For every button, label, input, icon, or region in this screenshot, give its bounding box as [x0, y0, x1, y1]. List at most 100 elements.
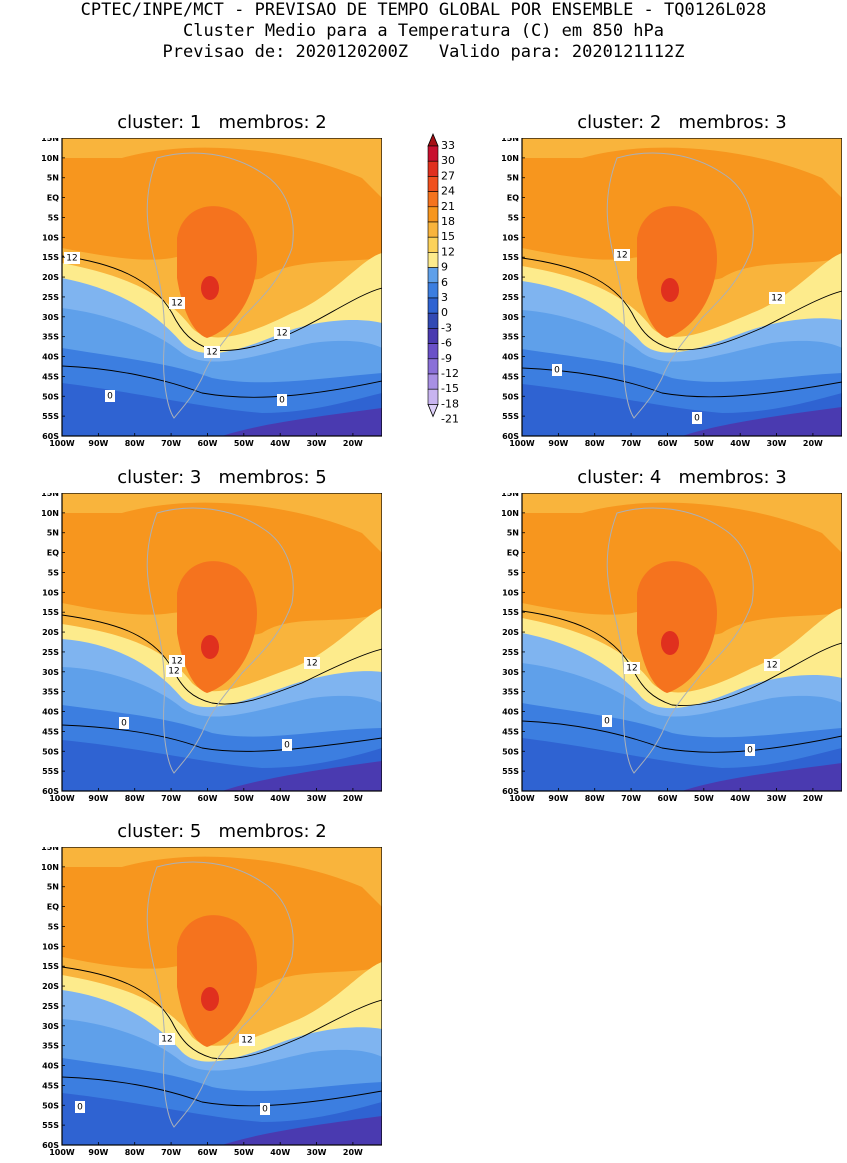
lon-tick-label: 20W	[343, 794, 363, 803]
lon-tick-label: 50W	[694, 794, 714, 803]
lat-tick-label: 60S	[502, 787, 519, 796]
contour-label: 12	[276, 329, 287, 339]
colorbar-label: 9	[441, 261, 448, 274]
lat-tick-label: 55S	[502, 412, 519, 421]
colorbar-segment	[427, 176, 439, 192]
continent-outline	[606, 152, 754, 419]
lat-tick-label: 5S	[48, 568, 60, 577]
lon-tick-label: 40W	[270, 439, 290, 448]
colorbar-top-arrow	[427, 132, 439, 147]
lon-tick-label: 100W	[509, 439, 535, 448]
panel-4-title: cluster: 4 membros: 3	[577, 467, 787, 488]
lat-tick-label: 10S	[42, 588, 59, 597]
lat-tick-label: 20S	[42, 273, 59, 282]
map-frame	[521, 493, 842, 792]
lon-tick-label: 100W	[509, 794, 535, 803]
continent-outline	[146, 507, 294, 774]
colorbar-segment	[427, 252, 439, 268]
colorbar-segment	[427, 267, 439, 284]
contour-label: 0	[694, 414, 700, 424]
contour-label: 12	[306, 659, 317, 669]
lat-tick-label: 5N	[47, 174, 59, 183]
colorbar-segment	[427, 282, 439, 299]
panel-1-title: cluster: 1 membros: 2	[117, 112, 327, 133]
lat-tick-label: 45S	[502, 727, 519, 736]
lat-tick-label: 50S	[502, 747, 519, 756]
continent-outline	[606, 507, 754, 774]
lon-tick-label: 60W	[197, 1148, 217, 1157]
contour-label: 0	[77, 1103, 83, 1113]
contour-12	[62, 966, 382, 1060]
header-line-3: Previsao de: 2020120200Z Valido para: 20…	[162, 42, 685, 62]
colorbar-segment	[427, 297, 439, 314]
purple-band	[682, 763, 842, 791]
colorbar-label: 6	[441, 276, 448, 289]
lat-tick-label: 30S	[42, 313, 59, 322]
lon-tick-label: 20W	[803, 439, 823, 448]
lat-tick-label: 20S	[502, 273, 519, 282]
lat-tick-label: 60S	[42, 432, 59, 441]
lon-tick-label: 80W	[125, 1148, 145, 1157]
lat-tick-label: 35S	[42, 1042, 59, 1051]
lon-tick-label: 40W	[730, 439, 750, 448]
lon-tick-label: 80W	[125, 439, 145, 448]
lat-tick-label: 5N	[507, 529, 519, 538]
lat-tick-label: 15S	[502, 608, 519, 617]
lon-tick-label: 70W	[621, 794, 641, 803]
colorbar-segment	[427, 236, 439, 253]
lon-tick-label: 30W	[307, 1148, 327, 1157]
lon-tick-label: 40W	[270, 794, 290, 803]
colorbar-segment	[427, 312, 439, 329]
colorbar-segment	[427, 373, 439, 390]
colorbar-label: 18	[441, 215, 455, 228]
colorbar-label: -12	[441, 367, 459, 380]
contour-label: 12	[206, 348, 217, 358]
lon-tick-label: 70W	[621, 439, 641, 448]
contour-label: 0	[284, 741, 290, 751]
lat-tick-label: 35S	[502, 688, 519, 697]
contour-label: 12	[766, 661, 777, 671]
lon-tick-label: 60W	[197, 439, 217, 448]
panel-3-title: cluster: 3 membros: 5	[117, 467, 327, 488]
contour-label: 12	[66, 254, 77, 264]
colorbar-label: 3	[441, 291, 448, 304]
colorbar-segment	[427, 160, 439, 177]
contour-label: 12	[168, 667, 179, 677]
contour-label: 12	[161, 1035, 172, 1045]
lat-tick-label: 15S	[502, 253, 519, 262]
lon-tick-label: 70W	[161, 1148, 181, 1157]
lon-tick-label: 70W	[161, 794, 181, 803]
lat-tick-label: 50S	[42, 392, 59, 401]
lat-tick-label: 10S	[502, 233, 519, 242]
lat-tick-label: EQ	[47, 903, 59, 912]
lat-tick-label: 25S	[42, 648, 59, 657]
lon-tick-label: 100W	[49, 1148, 75, 1157]
contour-0	[522, 720, 842, 753]
lat-tick-label: 60S	[502, 432, 519, 441]
lon-tick-label: 60W	[657, 794, 677, 803]
lat-tick-label: 55S	[42, 1121, 59, 1130]
lat-tick-label: 25S	[502, 648, 519, 657]
lon-tick-label: 80W	[585, 794, 605, 803]
colorbar-label: -3	[441, 321, 452, 334]
lat-tick-label: 15N	[41, 493, 59, 498]
lon-tick-label: 40W	[270, 1148, 290, 1157]
lon-tick-label: 100W	[49, 794, 75, 803]
lon-tick-label: 70W	[161, 439, 181, 448]
colorbar-label: -21	[441, 413, 459, 426]
lat-tick-label: 10S	[502, 588, 519, 597]
contour-12	[522, 257, 842, 351]
lat-tick-label: 15N	[41, 847, 59, 852]
warm-core	[177, 915, 257, 1047]
lon-tick-label: 20W	[343, 1148, 363, 1157]
lat-tick-label: 10N	[41, 509, 59, 518]
lat-tick-label: 40S	[42, 708, 59, 717]
contour-label: 0	[604, 717, 610, 727]
lon-tick-label: 50W	[694, 439, 714, 448]
lat-tick-label: 10S	[42, 233, 59, 242]
warm-core	[177, 561, 257, 693]
purple-band	[222, 1116, 382, 1145]
colorbar-segment	[427, 343, 439, 360]
panel-5-map: 12 12 0 0 15N 10N 5N EQ 5S 10S 15S 20S 25S 30S 35S 40S 4…	[41, 847, 382, 1157]
contour-label: 0	[107, 392, 113, 402]
